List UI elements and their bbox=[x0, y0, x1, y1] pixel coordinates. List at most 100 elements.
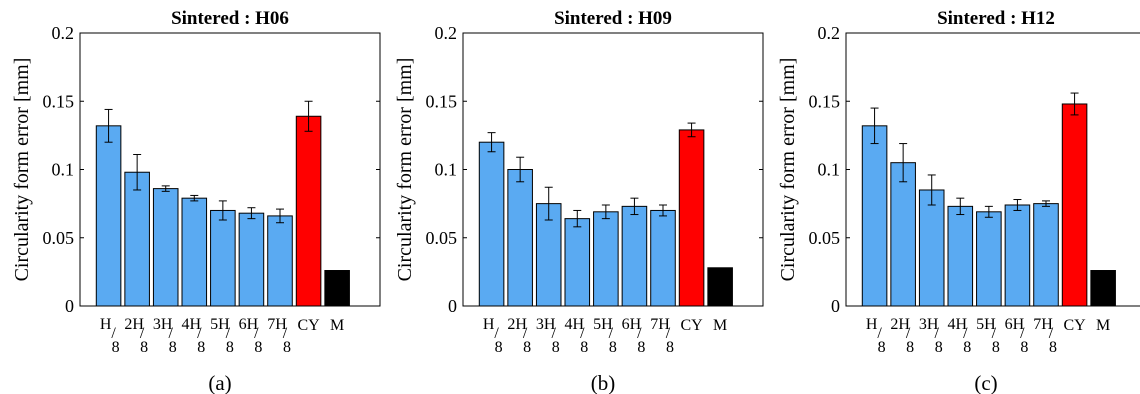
x-tick-label-denominator: 8 bbox=[992, 339, 1000, 356]
error-bar-6H/8 bbox=[247, 207, 256, 220]
bar-4H/8 bbox=[564, 218, 591, 307]
x-tick-label-numerator: H bbox=[866, 316, 878, 333]
error-bar-6H/8 bbox=[1013, 199, 1022, 211]
x-tick-label-slash: / bbox=[494, 325, 499, 342]
y-tick-label: 0.2 bbox=[435, 23, 458, 43]
x-tick-label-denominator: 8 bbox=[637, 339, 645, 356]
bar-H/8 bbox=[95, 125, 122, 307]
x-tick-label-slash: / bbox=[666, 325, 671, 342]
y-tick-label: 0.2 bbox=[818, 23, 841, 43]
x-tick-label-denominator: 8 bbox=[523, 339, 531, 356]
x-tick-label-slash: / bbox=[111, 325, 116, 342]
x-tick-label-numerator: 2H bbox=[890, 316, 910, 333]
bar-7H/8 bbox=[650, 209, 676, 307]
bar-CY bbox=[678, 129, 705, 307]
x-tick-label: M bbox=[1096, 317, 1110, 334]
bar-4H/8 bbox=[947, 205, 974, 307]
x-tick-label-numerator: 3H bbox=[536, 316, 556, 333]
y-tick-label: 0.1 bbox=[435, 160, 458, 180]
y-tick-label: 0.05 bbox=[426, 228, 458, 248]
y-axis-label: Circularity form error [mm] bbox=[11, 58, 33, 282]
bar-H/8 bbox=[861, 125, 888, 307]
error-bar-3H/8 bbox=[161, 185, 170, 192]
y-tick-label: 0 bbox=[448, 296, 457, 316]
x-tick-label-denominator: 8 bbox=[112, 339, 120, 356]
x-tick-label-slash: / bbox=[226, 325, 231, 342]
error-bar-CY bbox=[1070, 92, 1079, 116]
panel-caption: (c) bbox=[974, 371, 997, 394]
error-bar-H/8 bbox=[870, 107, 879, 145]
y-tick-label: 0.2 bbox=[52, 23, 75, 43]
bar-CY bbox=[1061, 103, 1088, 307]
x-tick-label-denominator: 8 bbox=[906, 339, 914, 356]
bar-7H/8 bbox=[267, 215, 293, 307]
error-bar-2H/8 bbox=[516, 156, 525, 183]
x-tick-label-numerator: 6H bbox=[1005, 316, 1025, 333]
x-tick-label-denominator: 8 bbox=[666, 339, 674, 356]
y-axis-label: Circularity form error [mm] bbox=[777, 58, 799, 282]
x-tick-label-numerator: H bbox=[100, 316, 112, 333]
x-tick-label: CY bbox=[680, 317, 703, 334]
bar-6H/8 bbox=[238, 212, 265, 307]
x-tick-label-slash: / bbox=[906, 325, 911, 342]
x-tick-label-slash: / bbox=[1049, 325, 1054, 342]
bar-H/8 bbox=[478, 141, 505, 307]
x-tick-label-denominator: 8 bbox=[1020, 339, 1028, 356]
x-tick-label-denominator: 8 bbox=[552, 339, 560, 356]
x-tick-label-slash: / bbox=[551, 325, 556, 342]
chart-panel-0: H/82H/83H/84H/85H/86H/87H/8CY M00.050.10.… bbox=[11, 8, 381, 394]
error-bar-4H/8 bbox=[956, 197, 965, 216]
x-tick-label-denominator: 8 bbox=[197, 339, 205, 356]
y-tick-label: 0.05 bbox=[809, 228, 841, 248]
x-tick-label: CY bbox=[1063, 317, 1086, 334]
x-tick-label-denominator: 8 bbox=[140, 339, 148, 356]
x-tick-label-denominator: 8 bbox=[495, 339, 503, 356]
x-tick-label-denominator: 8 bbox=[963, 339, 971, 356]
x-tick-label-denominator: 8 bbox=[609, 339, 617, 356]
y-tick-label: 0 bbox=[831, 296, 840, 316]
error-bar-4H/8 bbox=[190, 194, 199, 202]
y-tick-label: 0 bbox=[65, 296, 74, 316]
x-tick-label-numerator: 5H bbox=[976, 316, 996, 333]
x-tick-label-slash: / bbox=[254, 325, 259, 342]
bar-5H/8 bbox=[593, 211, 619, 307]
bar-CY bbox=[295, 115, 322, 307]
chart-panel-2: H/82H/83H/84H/85H/86H/87H/8CY M00.050.10.… bbox=[777, 8, 1140, 394]
bar-3H/8 bbox=[918, 189, 945, 307]
chart-panel-1: H/82H/83H/84H/85H/86H/87H/8CY M00.050.10.… bbox=[394, 8, 764, 394]
y-tick-label: 0.15 bbox=[809, 91, 841, 111]
x-tick-label-numerator: 3H bbox=[153, 316, 173, 333]
x-tick-label-denominator: 8 bbox=[1049, 339, 1057, 356]
x-tick-label: CY bbox=[297, 317, 320, 334]
bar-5H/8 bbox=[210, 209, 236, 307]
x-tick-label-slash: / bbox=[877, 325, 882, 342]
x-tick-label-numerator: 4H bbox=[182, 316, 202, 333]
x-tick-label: M bbox=[330, 317, 344, 334]
y-tick-label: 0.15 bbox=[43, 91, 75, 111]
bar-2H/8 bbox=[890, 162, 916, 307]
error-bar-7H/8 bbox=[1042, 200, 1050, 207]
bar-5H/8 bbox=[976, 211, 1002, 307]
error-bar-5H/8 bbox=[984, 205, 993, 218]
error-bar-7H/8 bbox=[276, 208, 284, 224]
bar-6H/8 bbox=[1004, 204, 1031, 307]
x-tick-label-numerator: 6H bbox=[622, 316, 642, 333]
x-tick-label-slash: / bbox=[934, 325, 939, 342]
x-tick-label-slash: / bbox=[283, 325, 288, 342]
bar-7H/8 bbox=[1033, 203, 1059, 307]
x-tick-label-numerator: 2H bbox=[507, 316, 527, 333]
error-bar-5H/8 bbox=[218, 200, 227, 221]
error-bar-5H/8 bbox=[601, 204, 610, 220]
bar-2H/8 bbox=[124, 171, 150, 307]
error-bar-CY bbox=[687, 122, 696, 138]
x-tick-label-slash: / bbox=[523, 325, 528, 342]
x-tick-label-numerator: 2H bbox=[124, 316, 144, 333]
x-tick-label-numerator: 7H bbox=[1033, 316, 1053, 333]
x-tick-label-denominator: 8 bbox=[878, 339, 886, 356]
x-tick-label-denominator: 8 bbox=[935, 339, 943, 356]
x-tick-label-slash: / bbox=[992, 325, 997, 342]
bar-3H/8 bbox=[152, 188, 179, 307]
x-tick-label-slash: / bbox=[168, 325, 173, 342]
x-tick-label-numerator: 4H bbox=[565, 316, 585, 333]
